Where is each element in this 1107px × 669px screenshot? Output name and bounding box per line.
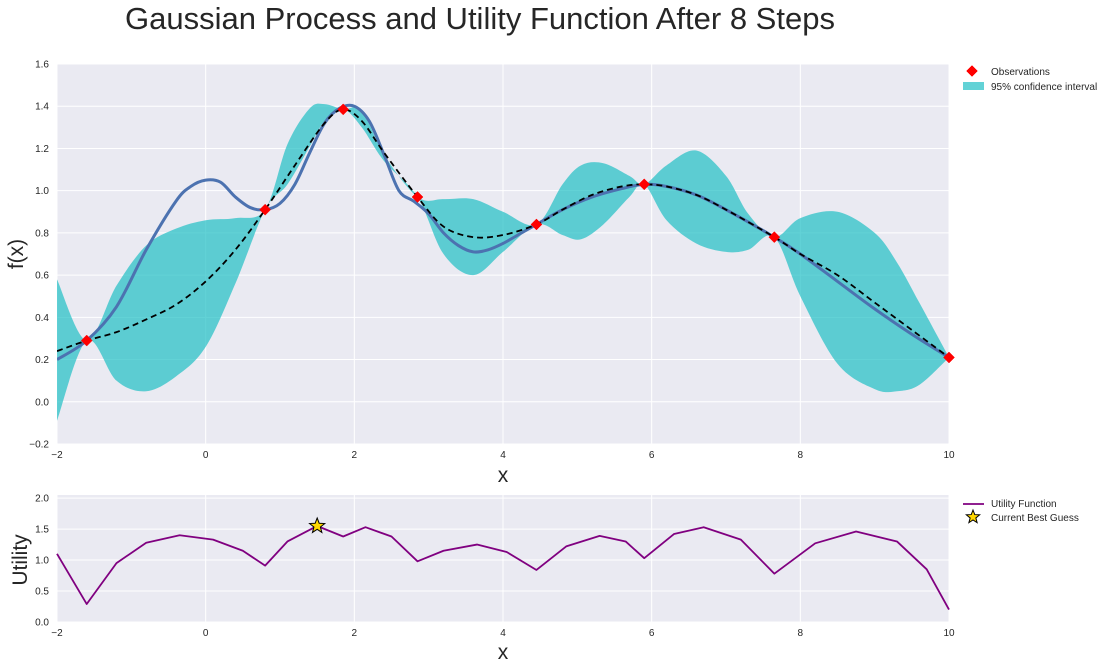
utility-x-axis-label: x — [498, 641, 509, 664]
utility-x-tick-label: 2 — [352, 628, 358, 639]
utility-x-tick-label: −2 — [51, 628, 63, 639]
utility-x-tick-label: 6 — [649, 628, 655, 639]
legend-best-guess-star — [965, 508, 981, 524]
gp-y-axis-label: f(x) — [5, 239, 28, 269]
gp-x-tick-label: 2 — [352, 450, 358, 461]
gp-y-tick-label: 1.2 — [35, 144, 49, 155]
gp-y-tick-label: 0.6 — [35, 271, 49, 282]
gp-x-tick-label: 4 — [500, 450, 506, 461]
gp-x-tick-label: −2 — [51, 450, 63, 461]
observation-point — [337, 103, 350, 116]
utility-legend: Utility Function Current Best Guess — [963, 499, 1079, 524]
observation-point — [80, 334, 93, 347]
utility-y-tick-label: 2.0 — [35, 494, 49, 505]
gp-x-axis-label: x — [498, 464, 509, 487]
gp-plot-area — [57, 103, 949, 421]
gp-marks — [57, 103, 955, 421]
gp-y-tick-label: 0.0 — [35, 397, 49, 408]
legend-confidence-label: 95% confidence interval — [991, 82, 1097, 93]
utility-marks — [56, 516, 950, 611]
gp-x-tick-label: 0 — [203, 450, 209, 461]
gp-ticks: −2 0 2 4 6 8 10 −0.2 0.0 0.2 0.4 0.6 0.8 1.0 1.2 1.4 1.6 — [29, 60, 955, 462]
utility-y-tick-label: 0.0 — [35, 618, 49, 629]
observation-point — [530, 218, 543, 231]
gp-y-tick-label: 0.4 — [35, 313, 49, 324]
utility-x-tick-label: 8 — [798, 628, 804, 639]
legend-observations-label: Observations — [991, 67, 1050, 78]
gp-y-tick-label: 0.2 — [35, 355, 49, 366]
utility-x-tick-label: 4 — [500, 628, 506, 639]
utility-ticks: −2 0 2 4 6 8 10 0.0 0.5 1.0 1.5 2.0 — [35, 494, 955, 639]
observation-point — [638, 178, 651, 191]
utility-function-line — [56, 525, 950, 611]
best-guess-star — [308, 516, 327, 534]
gp-x-tick-label: 6 — [649, 450, 655, 461]
utility-x-tick-label: 10 — [943, 628, 955, 639]
legend-observations-marker — [966, 65, 978, 77]
observation-point — [411, 191, 424, 203]
gp-x-tick-label: 8 — [798, 450, 804, 461]
legend-utility-label: Utility Function — [991, 499, 1057, 510]
utility-panel: −2 0 2 4 6 8 10 0.0 0.5 1.0 1.5 2.0 x Utility Utili… — [9, 494, 1079, 664]
utility-y-tick-label: 0.5 — [35, 587, 49, 598]
legend-confidence-patch — [963, 82, 984, 90]
prediction-mean-line — [57, 108, 949, 359]
legend-best-guess-label: Current Best Guess — [991, 513, 1079, 524]
utility-grid — [56, 495, 950, 623]
utility-y-tick-label: 1.0 — [35, 556, 49, 567]
gp-panel: −2 0 2 4 6 8 10 −0.2 0.0 0.2 0.4 0.6 0.8 1.0 1.2 1.4 1.6… — [5, 60, 1097, 488]
gp-grid — [56, 63, 950, 445]
utility-y-axis-label: Utility — [9, 534, 32, 586]
gp-legend: Observations 95% confidence interval — [963, 65, 1097, 93]
observation-point — [768, 231, 781, 243]
gp-y-tick-label: 0.8 — [35, 228, 49, 239]
utility-x-tick-label: 0 — [203, 628, 209, 639]
gp-y-tick-label: 1.6 — [35, 60, 49, 71]
observation-point — [943, 351, 955, 364]
gp-y-tick-label: 1.4 — [35, 102, 49, 113]
gp-x-tick-label: 10 — [943, 450, 955, 461]
gp-y-tick-label: −0.2 — [29, 440, 49, 451]
observation-point — [259, 203, 271, 216]
utility-y-tick-label: 1.5 — [35, 525, 49, 536]
chart-title: Gaussian Process and Utility Function Af… — [125, 1, 835, 36]
gp-y-tick-label: 1.0 — [35, 186, 49, 197]
confidence-interval-band — [57, 103, 949, 421]
